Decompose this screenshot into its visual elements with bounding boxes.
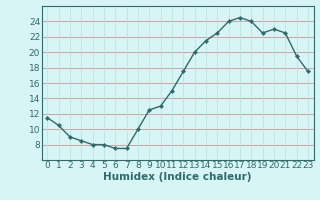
X-axis label: Humidex (Indice chaleur): Humidex (Indice chaleur) (103, 172, 252, 182)
